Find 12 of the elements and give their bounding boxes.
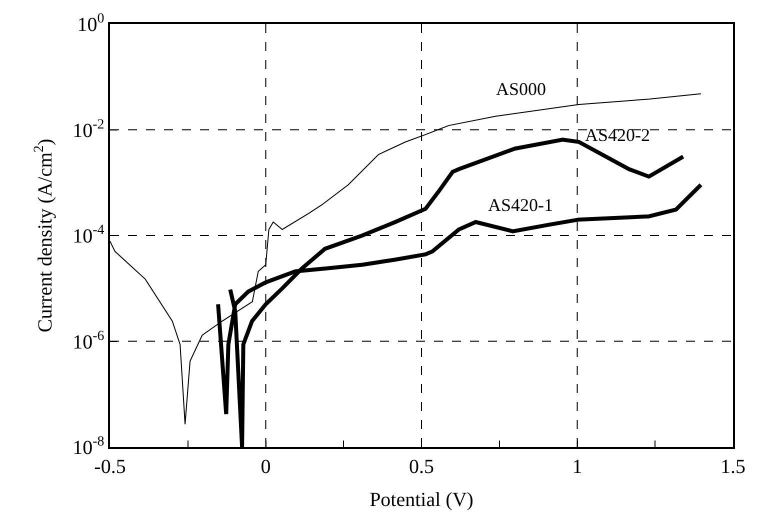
- x-tick-label: 1: [572, 456, 582, 478]
- series-label: AS420-2: [585, 125, 650, 145]
- y-tick-label: 10$^{0}$: [77, 12, 104, 36]
- y-tick-label: 10$^{-6}$: [72, 328, 104, 354]
- series-label: AS420-1: [488, 195, 554, 215]
- x-tick-label: 0.5: [409, 456, 434, 478]
- y-tick-label: 10$^{-4}$: [72, 223, 104, 248]
- x-tick-label: 1.5: [720, 456, 746, 478]
- x-tick-label: 0: [260, 456, 271, 478]
- y-tick-label: 10$^{-2}$: [72, 117, 104, 142]
- x-axis-title: Potential (V): [370, 488, 474, 511]
- series-label: AS000: [496, 79, 546, 99]
